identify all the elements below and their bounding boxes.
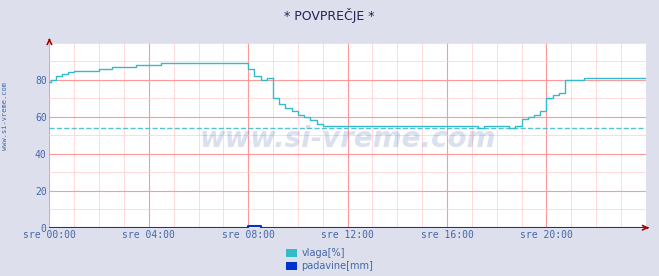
- Text: * POVPREČJE *: * POVPREČJE *: [284, 8, 375, 23]
- Text: www.si-vreme.com: www.si-vreme.com: [200, 125, 496, 153]
- Legend: vlaga[%], padavine[mm]: vlaga[%], padavine[mm]: [286, 248, 373, 271]
- Text: www.si-vreme.com: www.si-vreme.com: [2, 82, 9, 150]
